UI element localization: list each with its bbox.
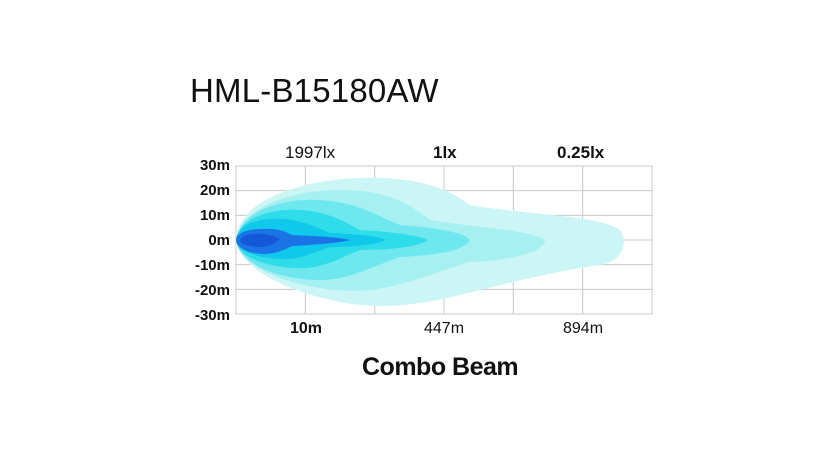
y-tick-10: 10m — [199, 207, 230, 224]
y-tick-30: 30m — [199, 157, 230, 174]
y-tick-20: 20m — [199, 182, 230, 199]
isolux-zones — [236, 177, 624, 306]
chart-title: HML-B15180AW — [190, 72, 439, 109]
lux-label-1: 1lx — [433, 143, 457, 162]
zone-peak — [240, 233, 280, 247]
x-tick-10m: 10m — [290, 320, 323, 337]
x-tick-447m: 447m — [424, 320, 465, 337]
y-tick-neg20: -20m — [194, 282, 230, 299]
lux-label-0-25: 0.25lx — [557, 143, 605, 162]
x-tick-894m: 894m — [563, 320, 604, 337]
y-tick-0: 0m — [208, 232, 230, 249]
y-tick-neg10: -10m — [194, 257, 230, 274]
beam-name: Combo Beam — [362, 353, 519, 381]
y-tick-neg30: -30m — [194, 307, 230, 324]
lux-label-1997: 1997lx — [285, 143, 336, 162]
